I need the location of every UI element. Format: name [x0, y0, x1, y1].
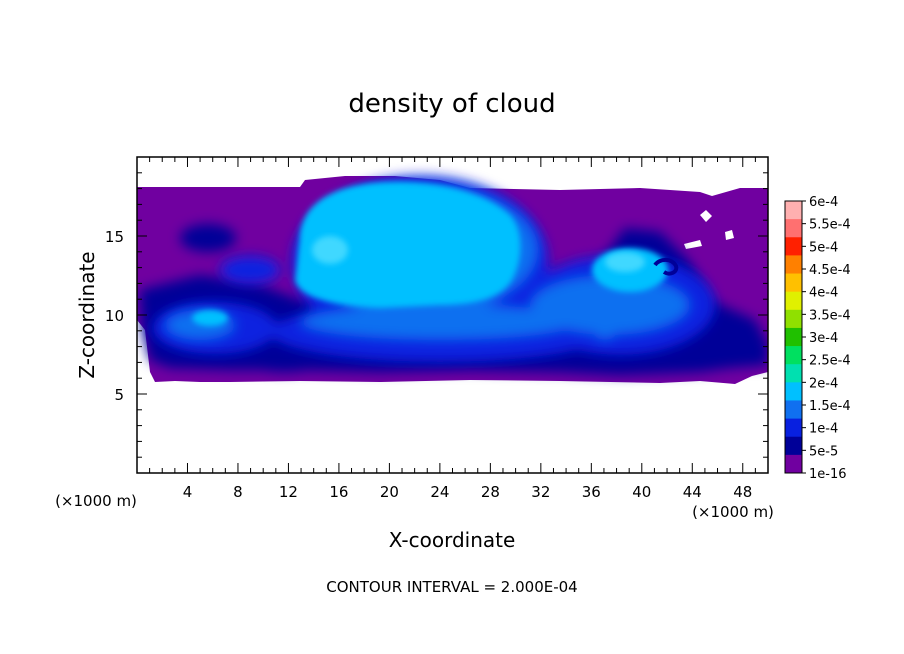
x-tick-label: 36: [582, 483, 601, 501]
colorbar-label: 5e-5: [809, 444, 838, 459]
chart-title: density of cloud: [348, 89, 555, 119]
colorbar-label: 6e-4: [809, 195, 838, 210]
axis-ticks: [137, 157, 768, 473]
y-axis-units: (×1000 m): [55, 492, 137, 510]
colorbar-swatch: [785, 201, 802, 220]
x-axis-label: X-coordinate: [389, 528, 516, 552]
colorbar-swatch: [785, 291, 802, 311]
x-tick-label: 24: [430, 483, 449, 501]
colorbar: [784, 200, 806, 474]
colorbar-swatch: [785, 418, 802, 438]
colorbar-swatch: [785, 436, 802, 456]
x-axis-units: (×1000 m): [692, 503, 774, 521]
y-axis-label: Z-coordinate: [75, 251, 99, 378]
colorbar-swatch: [785, 309, 802, 329]
x-tick-label: 28: [481, 483, 500, 501]
x-tick-label: 40: [632, 483, 651, 501]
colorbar-label: 3e-4: [809, 331, 838, 346]
y-tick-label: 5: [114, 386, 124, 404]
contour-interval: CONTOUR INTERVAL = 2.000E-04: [326, 578, 577, 596]
colorbar-labels: 6e-4 5.5e-4 5e-4 4.5e-4 4e-4 3.5e-4 3e-4 2.5e-4…: [809, 195, 851, 482]
colorbar-swatch: [785, 327, 802, 347]
y-tick-label: 15: [105, 228, 124, 246]
colorbar-label: 4e-4: [809, 286, 838, 301]
x-tick-label: 44: [683, 483, 702, 501]
colorbar-label: 1e-4: [809, 422, 838, 437]
colorbar-swatch: [785, 237, 802, 256]
colorbar-swatch: [785, 364, 802, 383]
y-tick-label: 10: [105, 307, 124, 325]
colorbar-swatch: [785, 454, 802, 474]
colorbar-label: 5e-4: [809, 240, 838, 255]
colorbar-swatch: [785, 382, 802, 401]
colorbar-label: 3.5e-4: [809, 308, 851, 323]
x-tick-label: 20: [380, 483, 399, 501]
y-tick-labels: 5 10 15: [105, 228, 124, 404]
colorbar-label: 2e-4: [809, 376, 838, 391]
x-tick-label: 32: [531, 483, 550, 501]
colorbar-label: 2.5e-4: [809, 354, 851, 369]
vortex-curl: [653, 257, 679, 276]
x-tick-label: 16: [329, 483, 348, 501]
plot-area: [137, 176, 768, 384]
colorbar-swatch: [785, 346, 802, 365]
colorbar-swatch: [785, 219, 802, 238]
x-tick-label: 48: [733, 483, 752, 501]
colorbar-swatch: [785, 255, 802, 275]
colorbar-label: 5.5e-4: [809, 218, 851, 233]
colorbar-swatch: [785, 273, 802, 293]
x-tick-label: 8: [233, 483, 243, 501]
x-tick-labels: 4 8 12 16 20 24 28 32 36 40 44 48: [183, 483, 753, 501]
colorbar-swatch: [785, 400, 802, 420]
envelope-gap: [684, 210, 734, 249]
colorbar-label: 1e-16: [809, 467, 847, 482]
x-tick-label: 12: [279, 483, 298, 501]
colorbar-label: 1.5e-4: [809, 399, 851, 414]
highlight-layer: [312, 236, 645, 272]
colorbar-label: 4.5e-4: [809, 263, 851, 278]
x-tick-label: 4: [183, 483, 193, 501]
